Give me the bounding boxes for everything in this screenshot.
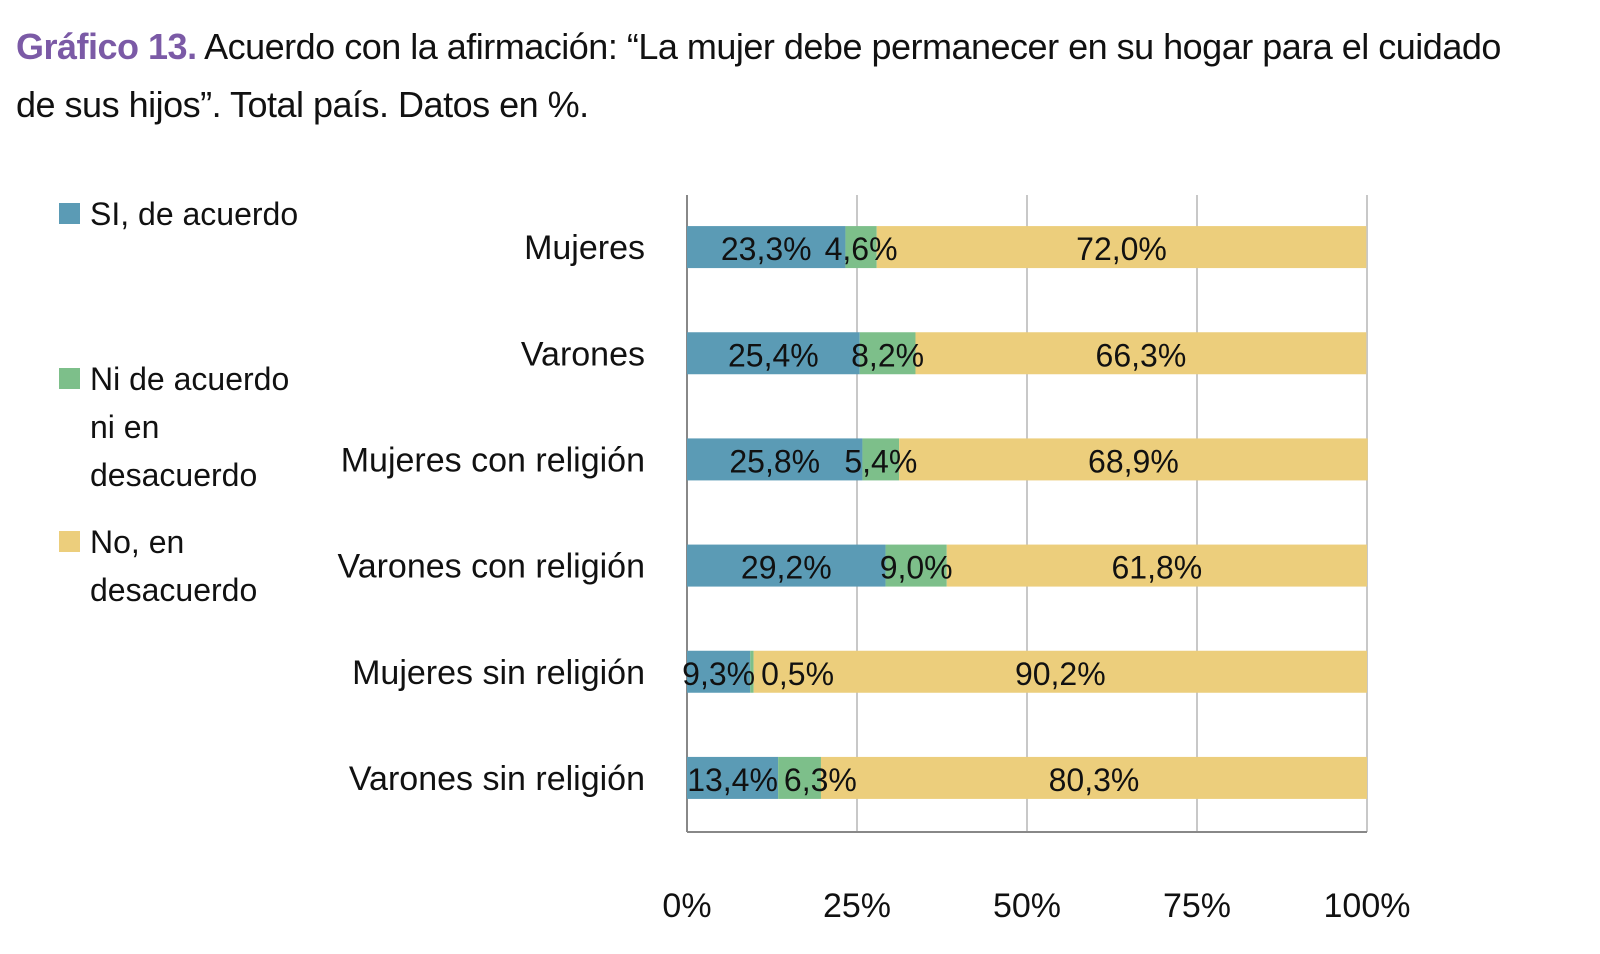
bar-segment [885,544,947,587]
legend-swatch [59,531,80,552]
data-label: 68,9% [1088,443,1179,479]
category-label: Varones con religión [338,548,645,586]
bar-segment [750,650,754,693]
bar-segment [687,650,751,693]
legend-swatch [59,203,80,224]
data-label: 5,4% [844,443,917,479]
data-label: 6,3% [784,762,857,798]
data-label: 8,2% [851,337,924,373]
bar-segment [687,226,846,269]
bar-segment [687,332,860,375]
data-label: 66,3% [1096,337,1187,373]
category-label: Mujeres con religión [341,441,645,479]
legend-swatch [59,368,80,389]
legend-label: No, en desacuerdo [90,524,257,608]
data-label: 23,3% [721,231,812,267]
data-label: 29,2% [741,550,832,586]
bar-segment [753,650,1367,693]
category-label: Mujeres sin religión [352,654,645,692]
bar-segment [687,438,863,481]
bar-segment [845,226,877,269]
data-label: 25,4% [728,337,819,373]
chart-title: Gráfico 13. Acuerdo con la afirmación: “… [16,18,1536,134]
x-tick-label: 50% [993,887,1061,925]
data-label: 80,3% [1049,762,1140,798]
bar-segment [687,544,886,587]
x-tick-label: 0% [662,887,711,925]
x-tick-label: 25% [823,887,891,925]
data-label: 9,3% [682,656,755,692]
bar-segment [687,756,779,799]
category-label: Mujeres [524,229,645,267]
x-tick-label: 100% [1324,887,1411,925]
bar-segment [778,756,821,799]
data-label: 13,4% [687,762,778,798]
legend-label: Ni de acuerdo ni en desacuerdo [90,361,289,493]
bar-segment [915,332,1367,375]
data-label: 72,0% [1076,231,1167,267]
bar-segment [820,756,1367,799]
chart-title-prefix: Gráfico 13. [16,26,197,67]
bar-segment [862,438,900,481]
bar-segment [876,226,1367,269]
legend-label: SI, de acuerdo [90,196,298,232]
data-label: 9,0% [880,550,953,586]
category-label: Varones [521,335,645,373]
chart-title-text: Acuerdo con la afirmación: “La mujer deb… [16,26,1501,125]
data-label: 25,8% [729,443,820,479]
bar-segment [946,544,1367,587]
bar-segment [899,438,1368,481]
category-label: Varones sin religión [349,760,645,798]
data-label: 90,2% [1015,656,1106,692]
data-label: 61,8% [1112,550,1203,586]
data-label: 4,6% [825,231,898,267]
x-tick-label: 75% [1163,887,1231,925]
data-label: 0,5% [761,656,834,692]
bar-segment [859,332,916,375]
